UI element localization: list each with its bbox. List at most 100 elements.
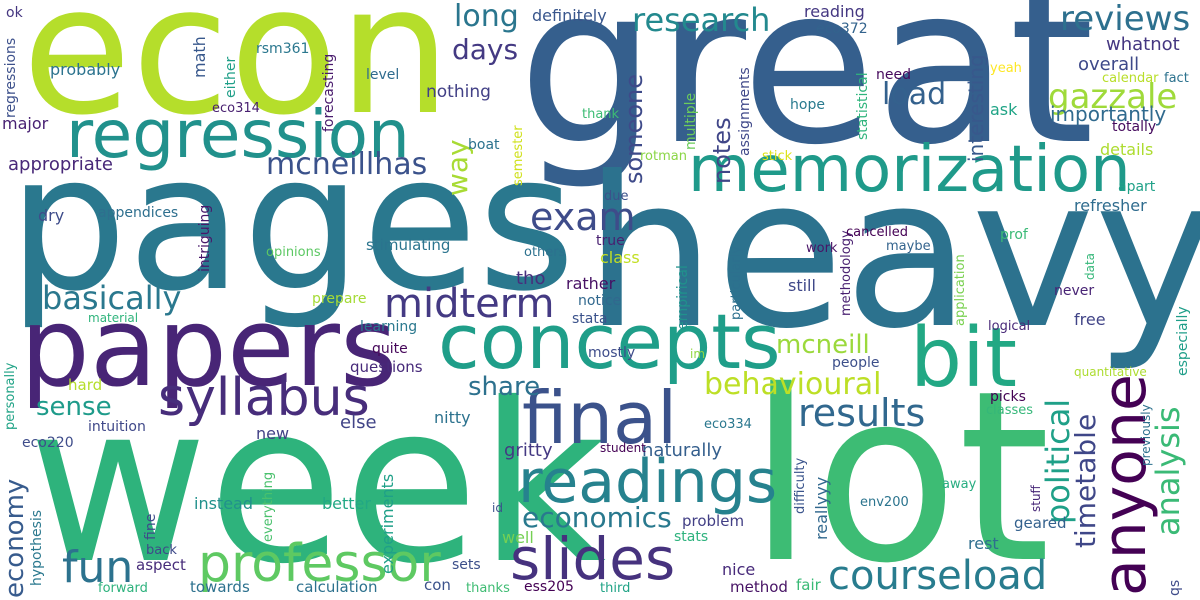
cloud-word: thank	[582, 107, 620, 122]
cloud-word: nothing	[426, 82, 491, 102]
cloud-word: syllabus	[158, 368, 370, 428]
cloud-word: previously	[1139, 404, 1153, 466]
cloud-word: work	[806, 241, 838, 256]
cloud-word: probably	[50, 60, 121, 79]
cloud-word: lot	[748, 340, 1051, 600]
cloud-word: bit	[910, 311, 1017, 406]
cloud-word: week	[28, 356, 607, 600]
cloud-word: env200	[860, 495, 909, 510]
cloud-word: apart	[1118, 179, 1156, 195]
cloud-word: classes	[986, 403, 1034, 418]
cloud-word: readings	[518, 447, 778, 517]
cloud-word: prepare	[312, 291, 367, 307]
cloud-word: maybe	[886, 239, 931, 254]
cloud-word: timetable	[1069, 413, 1102, 548]
cloud-word: major	[2, 114, 49, 133]
cloud-word: instead	[194, 494, 253, 513]
cloud-word: behavioural	[704, 367, 882, 402]
cloud-word: picks	[990, 389, 1026, 405]
cloud-word: importantly	[1050, 102, 1167, 126]
cloud-word: well	[502, 528, 534, 547]
cloud-word: cancelled	[846, 225, 908, 240]
cloud-word: fun	[62, 542, 134, 593]
cloud-word: assignments	[737, 67, 753, 156]
cloud-word: level	[366, 67, 400, 83]
cloud-word: opinions	[266, 245, 321, 260]
cloud-word: refresher	[1074, 196, 1147, 215]
cloud-word: third	[600, 581, 631, 596]
cloud-word: stimulating	[366, 236, 451, 254]
cloud-word: concepts	[438, 297, 781, 386]
cloud-word: application	[953, 254, 968, 326]
cloud-word: questions	[350, 358, 423, 376]
cloud-word: days	[452, 33, 519, 66]
cloud-word: everything	[261, 471, 276, 542]
cloud-word: appropriate	[8, 154, 113, 175]
cloud-word: statistical	[855, 72, 871, 140]
cloud-word: im	[690, 347, 706, 361]
cloud-word: final	[522, 376, 678, 460]
cloud-word: ask	[990, 100, 1018, 119]
cloud-word: research	[632, 1, 771, 39]
cloud-word: stata	[572, 311, 608, 327]
cloud-word: difficulty	[793, 457, 808, 514]
cloud-word: aspect	[136, 556, 186, 574]
cloud-word: share	[468, 372, 541, 402]
cloud-word: boat	[468, 137, 500, 153]
cloud-word: eco314	[212, 101, 260, 116]
cloud-word: definitely	[532, 6, 607, 25]
cloud-word: reviews	[1060, 0, 1191, 39]
cloud-word: gazzale	[1048, 77, 1178, 117]
cloud-word: dry	[38, 206, 65, 225]
cloud-word: mostly	[588, 345, 636, 361]
cloud-word: eco220	[22, 435, 74, 451]
cloud-word: load	[882, 77, 947, 112]
cloud-word: math	[190, 36, 209, 78]
cloud-word: basically	[42, 279, 182, 317]
cloud-word: forward	[98, 581, 148, 596]
cloud-word: class	[600, 248, 640, 267]
cloud-word: eco372	[816, 21, 868, 37]
cloud-word: memorization	[688, 133, 1131, 207]
cloud-word: stick	[762, 149, 793, 164]
cloud-word: towards	[190, 578, 250, 596]
cloud-word: analysis	[1149, 406, 1187, 536]
cloud-word: notice	[578, 293, 622, 309]
cloud-word: appendices	[98, 205, 179, 221]
cloud-word: mcneill	[776, 330, 870, 360]
cloud-word: overall	[1078, 54, 1140, 75]
cloud-word: ok	[6, 5, 23, 21]
cloud-word: yeah	[990, 61, 1022, 76]
cloud-word: con	[424, 576, 451, 594]
cloud-word: id	[492, 501, 503, 515]
cloud-word: stats	[674, 529, 709, 545]
cloud-word: details	[1100, 140, 1154, 159]
cloud-word: calendar	[1102, 71, 1159, 86]
cloud-word: fair	[796, 576, 821, 594]
cloud-word: method	[730, 578, 788, 596]
cloud-word: rsm361	[256, 41, 310, 57]
cloud-word: experiments	[378, 473, 397, 574]
cloud-word: intriguing	[197, 204, 213, 272]
cloud-word: logical	[988, 319, 1031, 334]
cloud-word: either	[223, 56, 239, 98]
cloud-word: papers	[20, 283, 398, 411]
cloud-word: ess205	[524, 579, 574, 595]
cloud-word: intuition	[88, 419, 146, 435]
cloud-word: interesting	[964, 54, 988, 162]
cloud-word: hope	[790, 97, 825, 113]
cloud-word: methodology	[839, 230, 854, 316]
cloud-word: people	[832, 355, 880, 371]
cloud-word: results	[798, 391, 926, 435]
cloud-word: long	[454, 0, 519, 34]
cloud-word: reallyyy	[812, 476, 831, 540]
cloud-word: semester	[511, 125, 526, 186]
cloud-word: econ	[22, 0, 452, 154]
cloud-word: pages	[8, 114, 576, 333]
cloud-word: student	[600, 441, 646, 455]
cloud-word: new	[256, 424, 290, 443]
cloud-word: reading	[804, 2, 865, 21]
cloud-word: back	[146, 543, 177, 558]
cloud-word: nitty	[434, 408, 471, 427]
